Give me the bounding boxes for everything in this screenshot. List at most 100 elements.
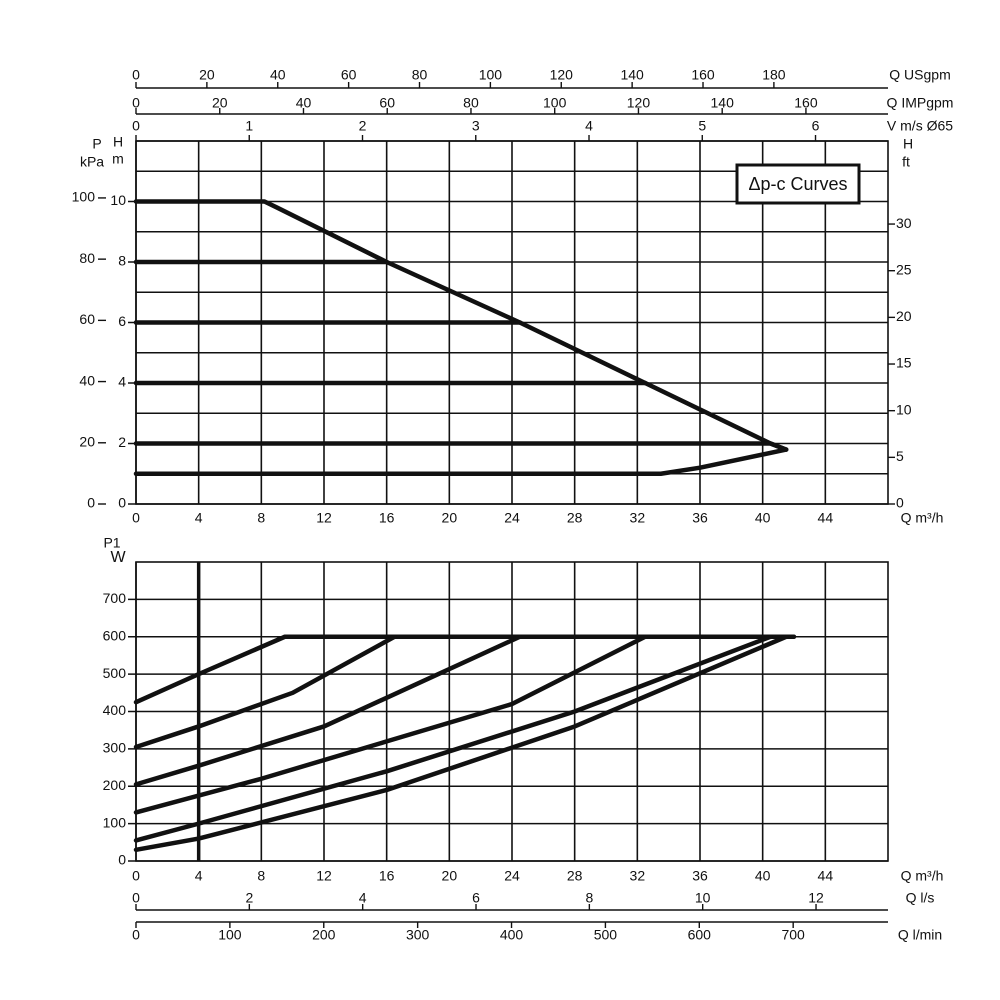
axis-tick-label: 1 bbox=[245, 118, 253, 134]
axis-tick-label: 0 bbox=[132, 67, 140, 83]
axis-tick-label: 80 bbox=[412, 67, 428, 83]
x-tick-label: 4 bbox=[195, 510, 203, 526]
y-tick-label: 0 bbox=[118, 852, 126, 868]
x-tick-label: 20 bbox=[442, 510, 458, 526]
axis-tick-label: 100 bbox=[543, 95, 567, 111]
axis-tick-label: 5 bbox=[896, 448, 904, 464]
axis-tick-label: 5 bbox=[698, 118, 706, 134]
curve bbox=[133, 634, 773, 843]
axis-tick-label: 600 bbox=[688, 927, 712, 943]
y-tick-label: 4 bbox=[118, 374, 126, 390]
axis-tick-label: 25 bbox=[896, 261, 912, 277]
axis-tick-label: 0 bbox=[132, 118, 140, 134]
x-tick-label: 20 bbox=[442, 868, 458, 884]
x-axis-label: Q m³/h bbox=[901, 868, 944, 884]
x-tick-label: 16 bbox=[379, 510, 395, 526]
axis-tick-label: 2 bbox=[359, 118, 367, 134]
x-tick-label: 36 bbox=[692, 868, 708, 884]
x-tick-label: 36 bbox=[692, 510, 708, 526]
y-tick-label: 2 bbox=[118, 434, 126, 450]
y-axis-label: P1 bbox=[103, 535, 120, 551]
axis-unit: kPa bbox=[80, 154, 104, 170]
annotation: Δp-c Curves bbox=[748, 174, 847, 194]
axis-unit: ft bbox=[902, 154, 910, 170]
axis-tick-label: 40 bbox=[270, 67, 286, 83]
axis-label: Q USgpm bbox=[889, 67, 950, 83]
x-tick-label: 12 bbox=[316, 510, 332, 526]
y-tick-label: 8 bbox=[118, 253, 126, 269]
axis-tick-label: 20 bbox=[896, 308, 912, 324]
y-tick-label: 400 bbox=[103, 702, 127, 718]
x-tick-label: 24 bbox=[504, 510, 520, 526]
x-tick-label: 44 bbox=[818, 510, 834, 526]
axis-tick-label: 0 bbox=[896, 495, 904, 511]
curve bbox=[133, 634, 523, 787]
axis-tick-label: 12 bbox=[808, 890, 824, 906]
annotation-box bbox=[735, 163, 861, 205]
axis-tick-label: 3 bbox=[472, 118, 480, 134]
axis-tick-label: 30 bbox=[896, 215, 912, 231]
y-tick-label: 6 bbox=[118, 313, 126, 329]
axis-tick-label: 0 bbox=[132, 927, 140, 943]
x-tick-label: 40 bbox=[755, 868, 771, 884]
axis-tick-label: 0 bbox=[87, 495, 95, 511]
x-tick-label: 32 bbox=[630, 510, 646, 526]
x-tick-label: 32 bbox=[630, 868, 646, 884]
axis-tick-label: 140 bbox=[620, 67, 644, 83]
axis-tick-label: 300 bbox=[406, 927, 430, 943]
x-tick-label: 28 bbox=[567, 510, 583, 526]
axis-tick-label: 500 bbox=[594, 927, 618, 943]
axis-tick-label: 200 bbox=[312, 927, 336, 943]
x-axis-label: Q m³/h bbox=[901, 510, 944, 526]
y-tick-label: 100 bbox=[103, 814, 127, 830]
axis-tick-label: 60 bbox=[79, 311, 95, 327]
x-tick-label: 4 bbox=[195, 868, 203, 884]
axis-label: Q IMPgpm bbox=[887, 95, 954, 111]
axis-tick-label: 140 bbox=[711, 95, 735, 111]
y-axis-unit: m bbox=[112, 151, 124, 167]
axis-label: Q l/min bbox=[898, 927, 942, 943]
x-tick-label: 0 bbox=[132, 868, 140, 884]
axis-tick-label: 160 bbox=[794, 95, 818, 111]
x-tick-label: 8 bbox=[257, 868, 265, 884]
axis-tick-label: 700 bbox=[781, 927, 805, 943]
axis-tick-label: 20 bbox=[199, 67, 215, 83]
axis-tick-label: 100 bbox=[479, 67, 503, 83]
x-tick-label: 0 bbox=[132, 510, 140, 526]
y-tick-label: 600 bbox=[103, 627, 127, 643]
axis-tick-label: 80 bbox=[463, 95, 479, 111]
y-tick-label: 300 bbox=[103, 740, 127, 756]
axis-label: H bbox=[903, 136, 913, 152]
axis-tick-label: 180 bbox=[762, 67, 786, 83]
axis-tick-label: 6 bbox=[472, 890, 480, 906]
axis-tick-label: 0 bbox=[132, 95, 140, 111]
axis-tick-label: 15 bbox=[896, 355, 912, 371]
curve bbox=[133, 447, 789, 476]
axis-tick-label: 60 bbox=[379, 95, 395, 111]
axis-tick-label: 20 bbox=[212, 95, 228, 111]
axis-tick-label: 6 bbox=[812, 118, 820, 134]
axis-tick-label: 400 bbox=[500, 927, 524, 943]
axis-tick-label: 60 bbox=[341, 67, 357, 83]
axis-tick-label: 40 bbox=[296, 95, 312, 111]
curve bbox=[133, 634, 397, 750]
y-tick-label: 10 bbox=[110, 192, 126, 208]
x-tick-label: 40 bbox=[755, 510, 771, 526]
x-tick-label: 16 bbox=[379, 868, 395, 884]
y-axis-label: H bbox=[113, 134, 123, 150]
x-tick-label: 44 bbox=[818, 868, 834, 884]
curve bbox=[133, 634, 789, 853]
curve bbox=[133, 634, 648, 815]
x-tick-label: 28 bbox=[567, 868, 583, 884]
x-tick-label: 24 bbox=[504, 868, 520, 884]
axis-label: P bbox=[92, 136, 101, 152]
y-tick-label: 200 bbox=[103, 777, 127, 793]
curve bbox=[133, 441, 789, 452]
axis-tick-label: 10 bbox=[896, 401, 912, 417]
curve bbox=[133, 199, 789, 452]
x-tick-label: 8 bbox=[257, 510, 265, 526]
axis-tick-label: 4 bbox=[359, 890, 367, 906]
axis-label: Q l/s bbox=[906, 890, 935, 906]
